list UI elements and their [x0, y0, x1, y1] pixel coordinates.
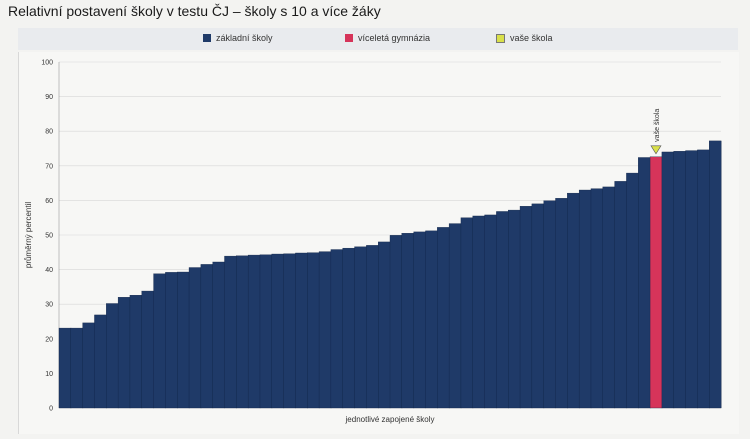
- y-tick-label: 90: [45, 94, 53, 101]
- legend-label: víceletá gymnázia: [358, 33, 431, 43]
- legend-label: základní školy: [216, 33, 273, 43]
- legend-label: vaše škola: [510, 33, 553, 43]
- legend-swatch-vase-skola: [496, 33, 505, 43]
- bar: [70, 327, 84, 409]
- y-tick-label: 20: [45, 336, 53, 343]
- y-tick-label: 70: [45, 163, 53, 170]
- bar: [165, 272, 178, 409]
- bar: [555, 198, 568, 409]
- y-tick-label: 30: [45, 302, 53, 309]
- vase-skola-marker: [650, 145, 662, 155]
- bar: [188, 267, 202, 409]
- bar: [247, 254, 261, 409]
- bar: [448, 223, 462, 409]
- bar: [295, 252, 308, 409]
- bar: [697, 149, 710, 409]
- bar: [484, 214, 497, 409]
- y-axis-label: průměrný percentil: [24, 202, 33, 268]
- bar: [626, 172, 639, 409]
- bar: [413, 231, 426, 409]
- bar: [271, 253, 285, 409]
- legend-item-gymnazia: víceletá gymnázia: [345, 33, 430, 43]
- y-tick-label: 40: [45, 267, 53, 274]
- bar: [307, 252, 320, 409]
- bar: [602, 186, 616, 409]
- y-tick-label: 100: [41, 60, 53, 67]
- legend-item-zakladni: základní školy: [203, 33, 273, 43]
- bar: [366, 245, 379, 409]
- bar: [519, 206, 533, 409]
- bar: [709, 140, 722, 409]
- bar: [401, 233, 415, 409]
- chart-title: Relativní postavení školy v testu ČJ – š…: [8, 3, 381, 19]
- bar: [590, 188, 604, 409]
- bar: [661, 151, 675, 409]
- bar: [318, 251, 332, 409]
- bar: [531, 203, 545, 409]
- y-tick-label: 80: [45, 129, 53, 136]
- y-tick-label: 60: [45, 198, 53, 205]
- bar: [236, 255, 249, 409]
- legend-swatch-zakladni: [203, 34, 211, 42]
- bar: [638, 157, 651, 409]
- bar: [685, 150, 698, 409]
- bar: [342, 247, 356, 409]
- bar: [224, 255, 237, 409]
- y-tick-label: 10: [45, 371, 53, 378]
- bar: [472, 215, 486, 409]
- bar: [200, 264, 214, 409]
- bar: [673, 151, 687, 409]
- bar: [578, 189, 592, 409]
- bar: [378, 241, 391, 409]
- bar: [106, 303, 119, 409]
- y-tick-label: 0: [49, 406, 53, 413]
- y-tick-label: 50: [45, 233, 53, 240]
- bar: [496, 211, 509, 409]
- bar: [283, 253, 296, 409]
- bar: [389, 235, 403, 409]
- bar: [567, 192, 580, 409]
- plot-area: 0 10 20 30 40 50 60 70 80 90 100 vaše škola průměrný…: [18, 52, 739, 434]
- legend: základní školy víceletá gymnázia vaše šk…: [18, 28, 738, 50]
- legend-swatch-gymnazia: [345, 34, 353, 42]
- bar: [141, 290, 155, 409]
- bar: [259, 254, 273, 409]
- bar: [354, 246, 367, 409]
- bar: [425, 230, 438, 409]
- bar: [543, 200, 556, 409]
- bar: [117, 297, 131, 409]
- x-axis-label: jednotlivé zapojené školy: [345, 415, 435, 424]
- bar: [437, 227, 450, 409]
- vase-skola-label: vaše škola: [654, 109, 661, 142]
- bar: [212, 261, 225, 409]
- bar: [508, 209, 521, 409]
- bar-chart: 0 10 20 30 40 50 60 70 80 90 100 vaše škola průměrný…: [24, 60, 722, 424]
- bar: [153, 273, 166, 409]
- bar: [460, 217, 474, 409]
- bar: [94, 314, 107, 409]
- legend-item-vase-skola: vaše škola: [496, 33, 553, 43]
- bar: [330, 249, 344, 409]
- bar: [58, 327, 72, 409]
- bar-highlight: [649, 156, 663, 409]
- bar: [82, 322, 95, 409]
- bar: [614, 181, 627, 409]
- bar: [129, 295, 143, 409]
- bar: [177, 271, 190, 409]
